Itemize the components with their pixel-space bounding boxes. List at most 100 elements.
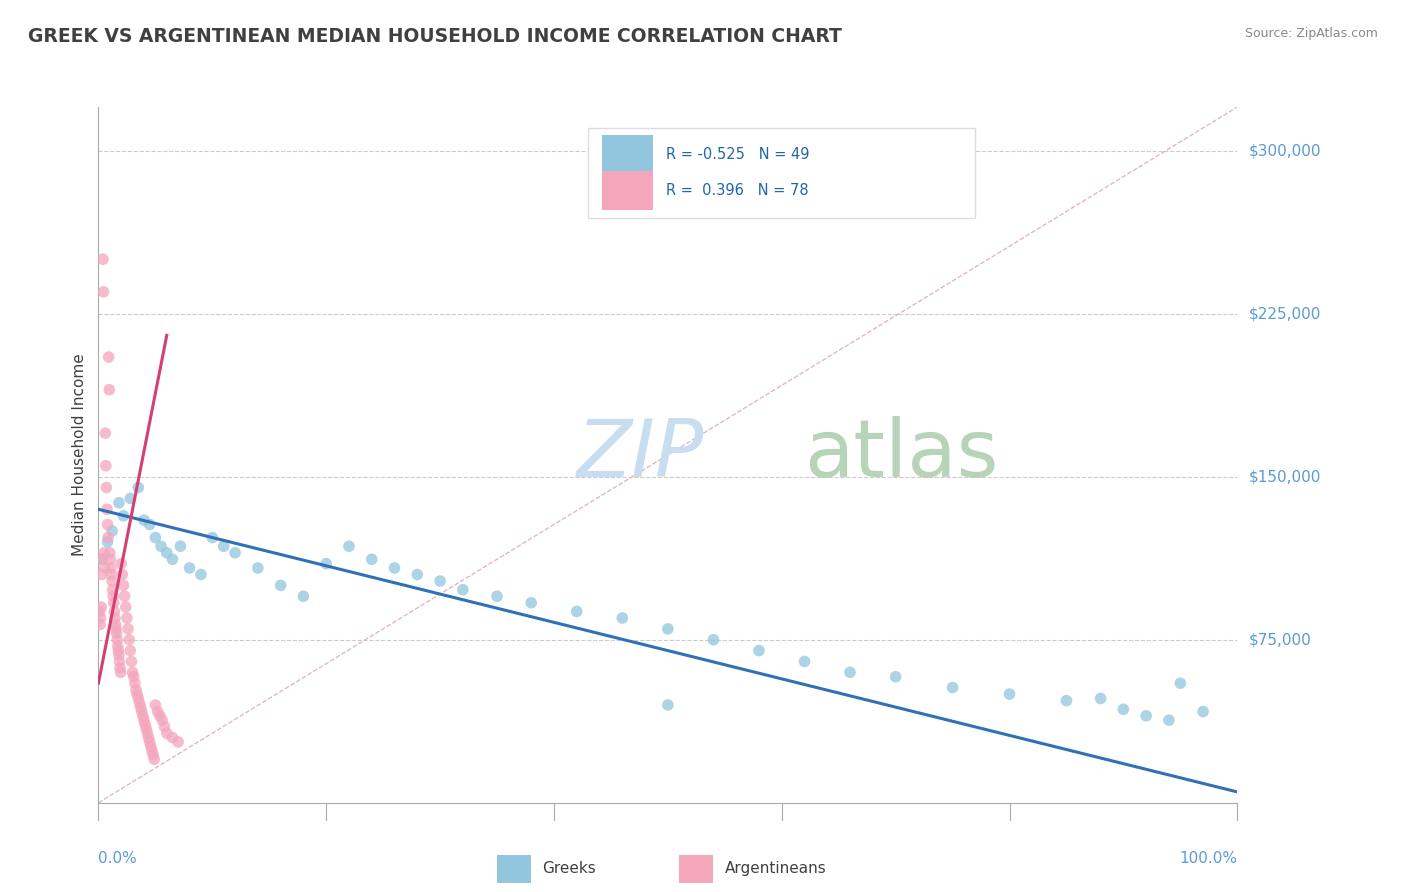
Point xyxy=(89,605,111,619)
Point xyxy=(998,687,1021,701)
Point xyxy=(360,552,382,566)
Point xyxy=(112,578,135,592)
Point xyxy=(128,696,150,710)
Point xyxy=(93,561,115,575)
Point xyxy=(97,350,120,364)
Point xyxy=(884,670,907,684)
Point xyxy=(98,546,121,560)
Point xyxy=(486,589,509,603)
Point xyxy=(127,687,149,701)
Text: $225,000: $225,000 xyxy=(1249,306,1320,321)
Point xyxy=(138,731,160,745)
Point xyxy=(91,252,114,267)
Point xyxy=(103,605,125,619)
Text: GREEK VS ARGENTINEAN MEDIAN HOUSEHOLD INCOME CORRELATION CHART: GREEK VS ARGENTINEAN MEDIAN HOUSEHOLD IN… xyxy=(28,27,842,45)
Point xyxy=(93,546,115,560)
Point xyxy=(315,557,337,571)
Point xyxy=(145,698,167,712)
Point xyxy=(136,726,159,740)
Point xyxy=(120,643,142,657)
Point xyxy=(89,617,111,632)
Point xyxy=(190,567,212,582)
Point xyxy=(224,546,246,560)
Point xyxy=(110,557,132,571)
Point xyxy=(107,643,129,657)
Point xyxy=(212,539,235,553)
Text: $75,000: $75,000 xyxy=(1249,632,1312,648)
Point xyxy=(125,682,148,697)
Point xyxy=(97,531,120,545)
Text: Greeks: Greeks xyxy=(543,862,596,877)
Text: R =  0.396   N = 78: R = 0.396 N = 78 xyxy=(665,183,808,198)
Point xyxy=(142,747,165,762)
Point xyxy=(134,717,156,731)
Bar xyxy=(602,171,652,210)
Point xyxy=(96,481,118,495)
Point xyxy=(105,626,128,640)
Point xyxy=(90,552,112,566)
Point xyxy=(145,531,167,545)
Point xyxy=(1135,708,1157,723)
Point xyxy=(162,552,184,566)
Text: Argentineans: Argentineans xyxy=(725,862,827,877)
Text: atlas: atlas xyxy=(804,416,998,494)
Point xyxy=(132,713,155,727)
Point xyxy=(96,517,118,532)
Bar xyxy=(602,136,652,173)
Y-axis label: Median Household Income: Median Household Income xyxy=(72,353,87,557)
Point xyxy=(108,648,131,662)
Point xyxy=(120,655,142,669)
Point xyxy=(162,731,184,745)
Point xyxy=(1112,702,1135,716)
Point xyxy=(942,681,965,695)
Text: $300,000: $300,000 xyxy=(1249,143,1320,158)
Bar xyxy=(498,855,531,883)
Point xyxy=(565,605,588,619)
Point xyxy=(270,578,292,592)
Point xyxy=(108,655,131,669)
Point xyxy=(105,632,128,647)
Point xyxy=(91,552,114,566)
Point xyxy=(657,622,679,636)
Point xyxy=(101,524,124,538)
Point xyxy=(702,632,724,647)
FancyBboxPatch shape xyxy=(588,128,976,219)
Point xyxy=(100,552,122,566)
Point xyxy=(138,735,160,749)
Point xyxy=(132,708,155,723)
Point xyxy=(98,383,121,397)
Point xyxy=(657,698,679,712)
Point xyxy=(105,622,128,636)
Point xyxy=(96,534,118,549)
Point xyxy=(121,665,143,680)
Point xyxy=(104,611,127,625)
Point xyxy=(201,531,224,545)
Point xyxy=(127,481,149,495)
Point xyxy=(129,700,152,714)
Point xyxy=(103,596,125,610)
Point xyxy=(132,513,155,527)
Point xyxy=(124,676,146,690)
Point xyxy=(1090,691,1112,706)
Point xyxy=(429,574,451,588)
Point xyxy=(131,705,153,719)
Point xyxy=(150,713,173,727)
Point xyxy=(153,720,176,734)
Point xyxy=(149,708,172,723)
Text: 100.0%: 100.0% xyxy=(1180,851,1237,865)
Text: $150,000: $150,000 xyxy=(1249,469,1320,484)
Point xyxy=(96,502,118,516)
Point xyxy=(179,561,201,575)
Point xyxy=(90,611,112,625)
Point xyxy=(104,617,127,632)
Point xyxy=(839,665,862,680)
Point xyxy=(612,611,634,625)
Point xyxy=(108,496,131,510)
Point xyxy=(406,567,429,582)
Point xyxy=(117,622,139,636)
Point xyxy=(118,632,141,647)
Point xyxy=(156,546,179,560)
Point xyxy=(292,589,315,603)
Point xyxy=(101,582,124,597)
Point xyxy=(103,589,125,603)
